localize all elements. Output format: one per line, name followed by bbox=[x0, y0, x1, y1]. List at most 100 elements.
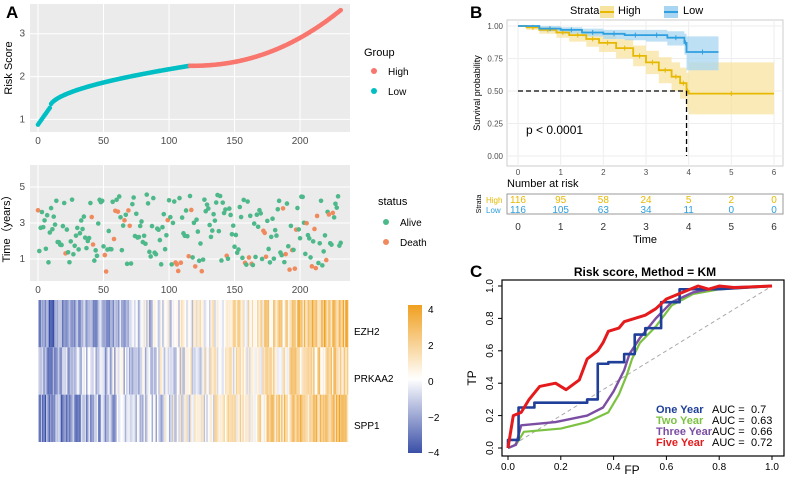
heatmap-cell bbox=[267, 300, 270, 348]
survival-time-point bbox=[169, 262, 174, 267]
heatmap-cell bbox=[281, 300, 283, 348]
survival-time-point bbox=[153, 251, 159, 257]
heatmap-cell bbox=[122, 300, 124, 348]
heatmap-cell bbox=[104, 300, 107, 348]
heatmap-cell bbox=[90, 394, 92, 442]
heatmap-cell bbox=[103, 347, 106, 395]
heatmap-cell bbox=[70, 347, 72, 395]
heatmap-cell bbox=[179, 300, 182, 348]
heatmap-cell bbox=[298, 300, 301, 348]
heatmap-cell bbox=[92, 394, 95, 442]
heatmap-cell bbox=[231, 347, 234, 395]
heatmap-cell bbox=[226, 394, 229, 442]
heatmap-cell bbox=[106, 300, 108, 348]
heatmap-cell bbox=[139, 347, 142, 395]
heatmap-cell bbox=[102, 300, 104, 348]
heatmap-cell bbox=[67, 300, 70, 348]
survival-time-point bbox=[139, 219, 144, 224]
heatmap-cell bbox=[110, 394, 112, 442]
heatmap-cell bbox=[168, 300, 171, 348]
heatmap-cell bbox=[265, 394, 267, 442]
heatmap-cell bbox=[265, 347, 267, 395]
time-points bbox=[35, 192, 343, 274]
heatmap-cell bbox=[287, 347, 290, 395]
heatmap-cell bbox=[277, 394, 279, 442]
heatmap-cell bbox=[156, 347, 159, 395]
heatmap-cell bbox=[339, 347, 342, 395]
heatmap-cell bbox=[144, 394, 147, 442]
heatmap-cell bbox=[190, 300, 192, 348]
heatmap-cell bbox=[60, 347, 63, 395]
heatmap-cell bbox=[115, 347, 118, 395]
km-x-label: Time bbox=[633, 234, 657, 246]
survival-time-point bbox=[124, 261, 130, 267]
km-median-lines bbox=[518, 90, 688, 156]
heatmap-cell bbox=[329, 300, 331, 348]
heatmap-cell bbox=[164, 394, 167, 442]
heatmap-cell bbox=[76, 300, 79, 348]
survival-time-point bbox=[253, 254, 258, 260]
risk-table-low-label: Low bbox=[486, 206, 501, 215]
heatmap-cell bbox=[253, 300, 255, 348]
heatmap-cell bbox=[214, 394, 217, 442]
heatmap-cell bbox=[143, 347, 146, 395]
heatmap-cell bbox=[116, 347, 119, 395]
heatmap-cell bbox=[163, 300, 166, 348]
heatmap-cell bbox=[275, 394, 278, 442]
survival-time-point bbox=[119, 247, 125, 253]
heatmap-cell bbox=[168, 347, 171, 395]
heatmap-cell bbox=[59, 394, 62, 442]
survival-time-point bbox=[59, 242, 64, 248]
heatmap-cell bbox=[128, 394, 131, 442]
roc-x-tick-label: 0.4 bbox=[607, 462, 621, 473]
survival-time-point bbox=[330, 210, 336, 216]
heatmap-cell bbox=[74, 394, 76, 442]
heatmap-cell bbox=[98, 300, 100, 348]
heatmap-cell bbox=[178, 347, 180, 395]
heatmap-cell bbox=[233, 347, 235, 395]
survival-time-point bbox=[175, 268, 181, 274]
heatmap-cell bbox=[59, 300, 62, 348]
survival-time-point bbox=[122, 218, 127, 223]
heatmap-cell bbox=[132, 394, 135, 442]
heatmap-cell bbox=[88, 347, 91, 395]
km-curves bbox=[518, 24, 774, 97]
heatmap-cell bbox=[144, 347, 147, 395]
survival-time-point bbox=[279, 252, 285, 258]
heatmap-cell bbox=[201, 300, 203, 348]
heatmap-cell bbox=[305, 347, 307, 395]
heatmap-cell bbox=[63, 394, 66, 442]
heatmap-cell bbox=[84, 394, 87, 442]
heatmap-cell bbox=[338, 394, 341, 442]
heatmap-cell bbox=[56, 394, 59, 442]
survival-time-point bbox=[60, 223, 66, 229]
heatmap-cell bbox=[330, 394, 333, 442]
heatmap-cell bbox=[170, 394, 172, 442]
survival-time-point bbox=[174, 262, 180, 267]
survival-time-point bbox=[131, 195, 136, 200]
survival-time-point bbox=[95, 221, 101, 226]
risk-table-count: 11 bbox=[683, 205, 694, 216]
survival-time-point bbox=[90, 242, 96, 247]
heatmap-cell bbox=[302, 394, 305, 442]
heatmap-cell bbox=[160, 347, 163, 395]
heatmap-cell bbox=[124, 347, 127, 395]
roc-x-tick-label: 1.0 bbox=[765, 462, 779, 473]
heatmap-cell bbox=[262, 347, 265, 395]
heatmap-cell bbox=[55, 300, 58, 348]
heatmap-cell bbox=[259, 394, 262, 442]
heatmap-cell bbox=[202, 347, 204, 395]
heatmap-cell bbox=[147, 347, 150, 395]
heatmap-cell bbox=[123, 394, 126, 442]
heatmap-cell bbox=[190, 394, 192, 442]
survival-time-point bbox=[195, 229, 201, 234]
heatmap-cell bbox=[203, 347, 206, 395]
heatmap-cell bbox=[206, 300, 208, 348]
heatmap-cell bbox=[178, 394, 180, 442]
roc-y-ticks: 0.0 0.2 0.4 0.6 0.8 1.0 bbox=[485, 279, 502, 455]
roc-y-tick-label: 1.0 bbox=[485, 279, 496, 293]
heatmap-cell bbox=[167, 347, 170, 395]
heatmap-cell bbox=[289, 300, 291, 348]
heatmap-cell bbox=[162, 394, 164, 442]
heatmap-cell bbox=[87, 300, 90, 348]
